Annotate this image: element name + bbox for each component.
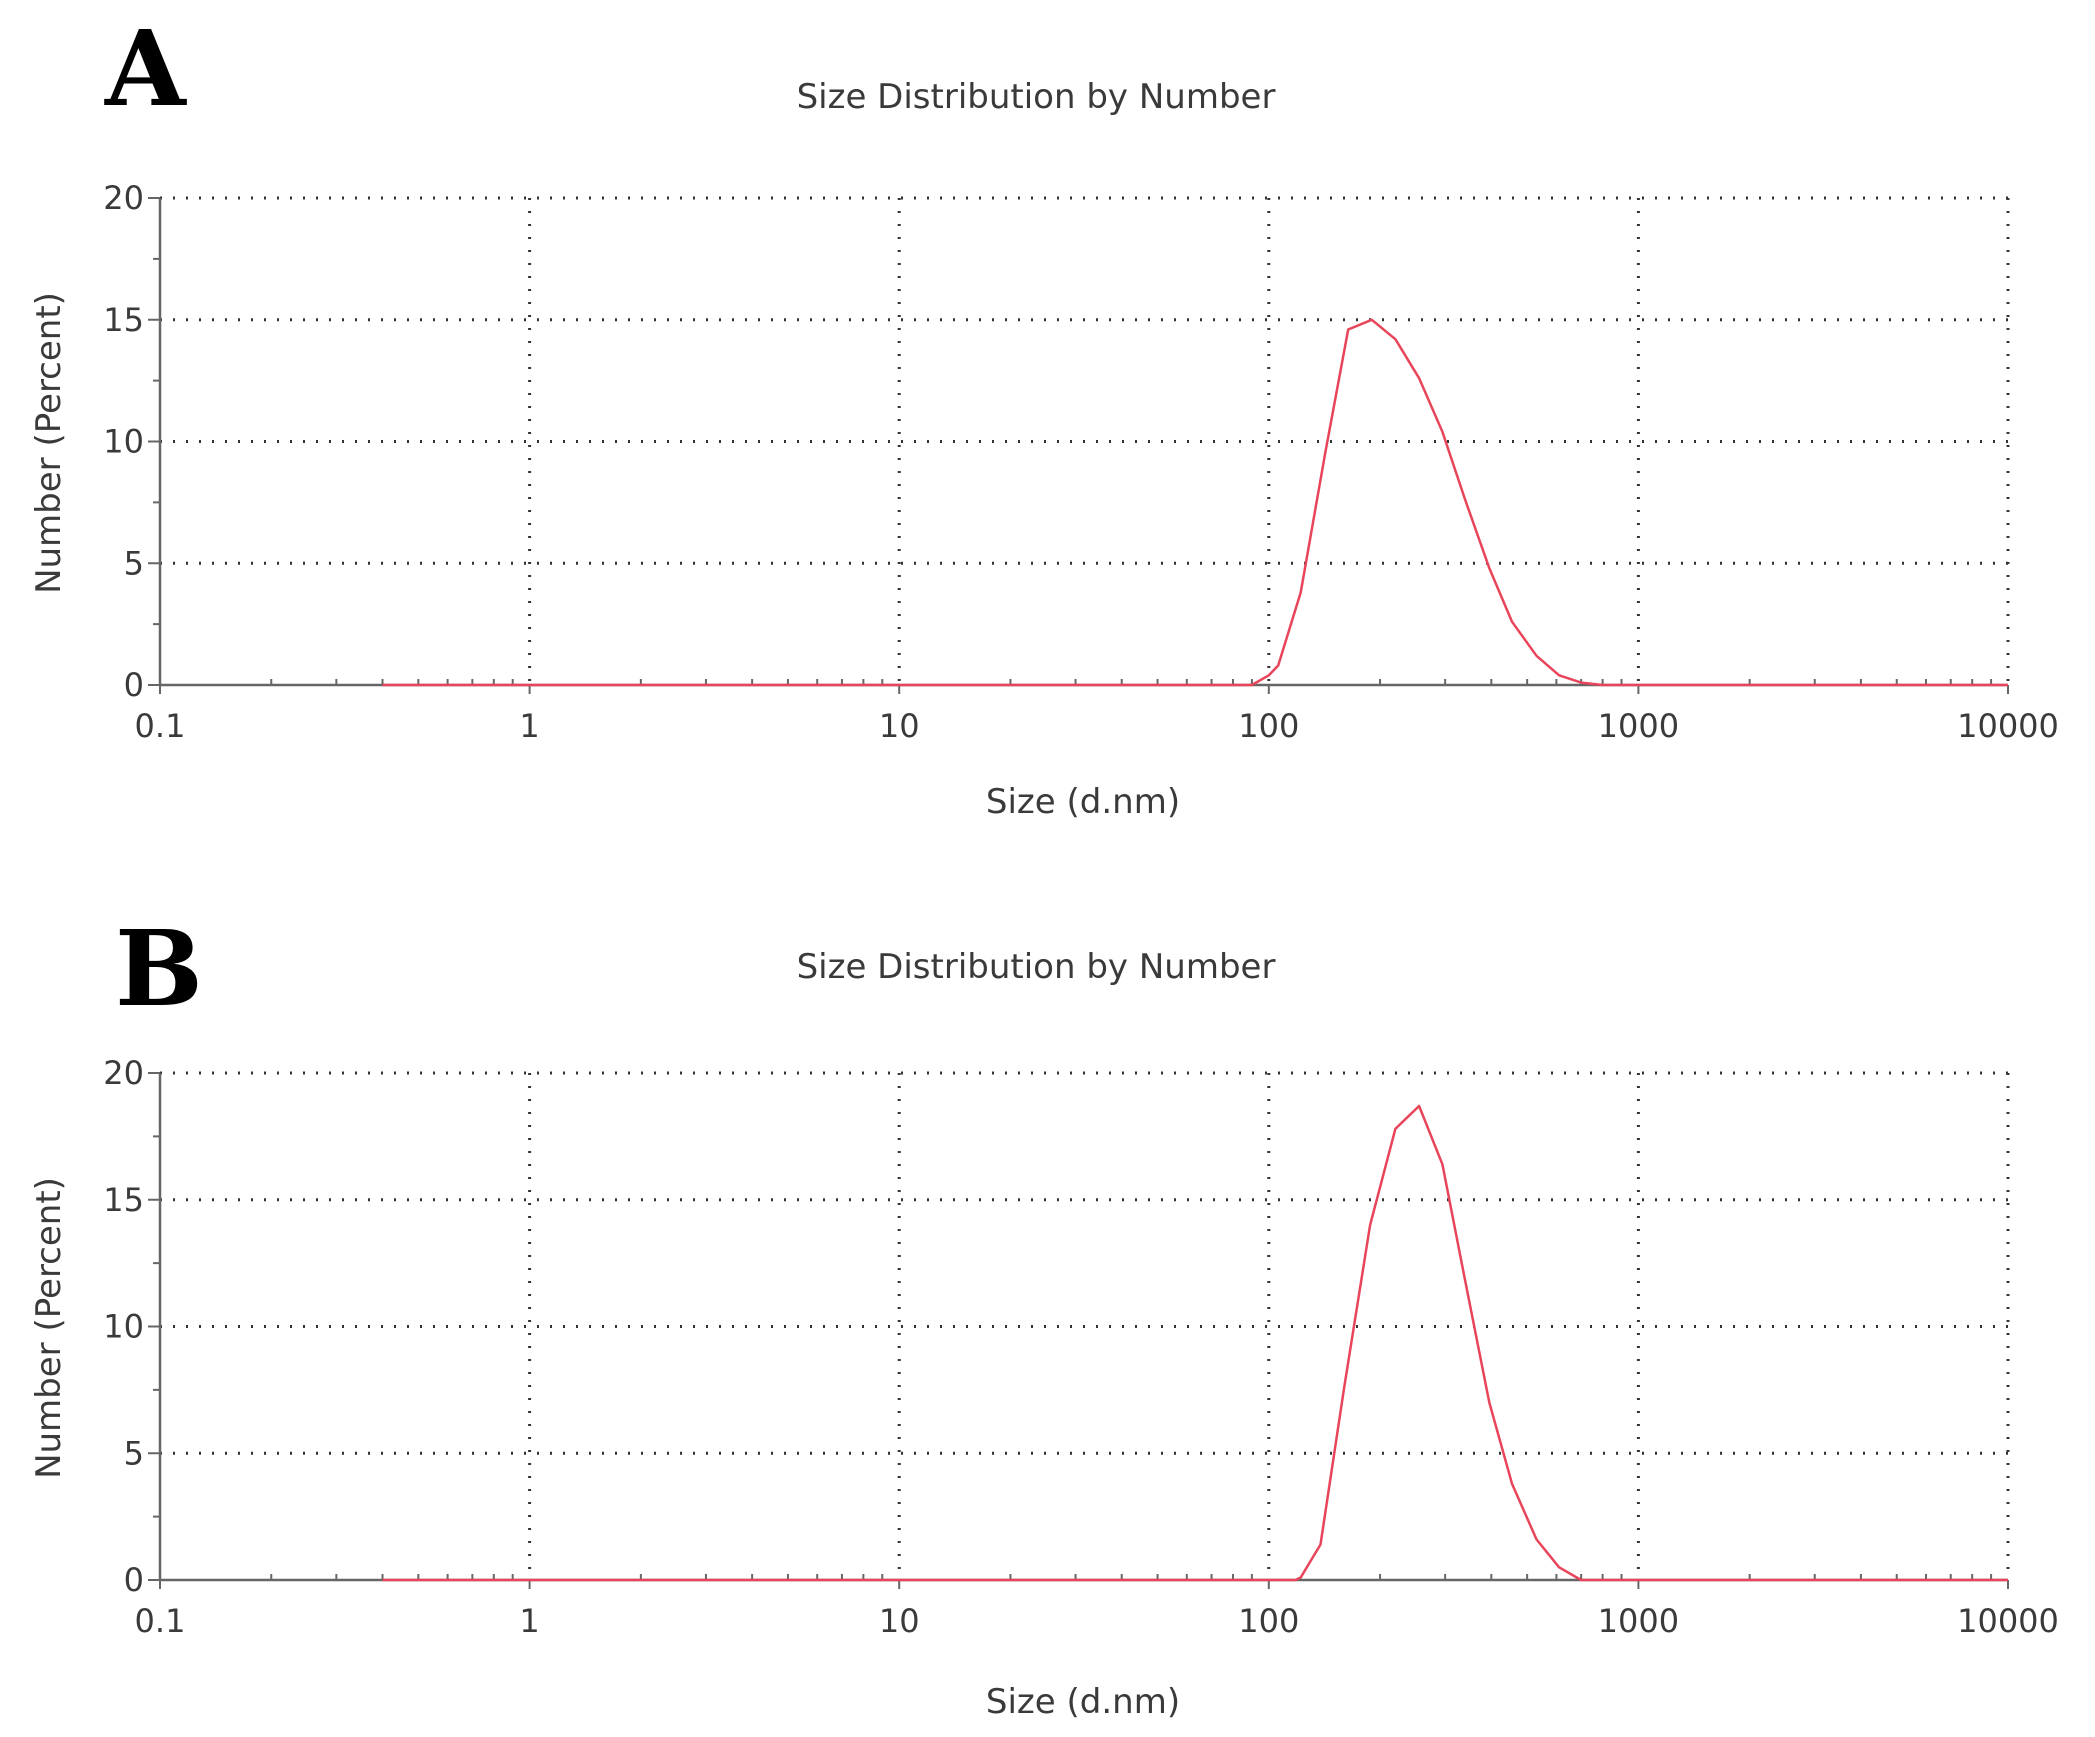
ticks-a: 0.1 1 10 100 1000 10000 0 5 10 15 20 <box>103 179 2059 745</box>
x-tick-label-b-0: 0.1 <box>135 1602 186 1640</box>
x-tick-label-a-5: 10000 <box>1957 707 2059 745</box>
ticks-b: 0.1 1 10 100 1000 10000 0 5 10 15 20 <box>103 1054 2059 1640</box>
x-axis-label-a: Size (d.nm) <box>986 782 1180 822</box>
series-line-b-0 <box>382 1104 2008 1582</box>
y-tick-label-b-4: 20 <box>103 1054 144 1092</box>
y-tick-label-a-0: 0 <box>124 666 144 704</box>
chart-title-b: Size Distribution by Number <box>797 947 1276 987</box>
y-tick-label-b-1: 5 <box>124 1434 144 1472</box>
y-tick-label-a-1: 5 <box>124 544 144 582</box>
x-tick-label-b-2: 10 <box>879 1602 920 1640</box>
chart-panel-a: A Size Distribution by Number Number (Pe… <box>29 7 2059 822</box>
x-tick-label-a-4: 1000 <box>1598 707 1679 745</box>
panel-label-b: B <box>115 907 203 1030</box>
y-axis-label-b: Number (Percent) <box>29 1177 69 1479</box>
series-line-a-0 <box>382 318 2008 687</box>
x-tick-label-a-2: 10 <box>879 707 920 745</box>
x-tick-label-a-1: 1 <box>519 707 539 745</box>
y-tick-label-b-3: 15 <box>103 1181 144 1219</box>
series-layer-b <box>382 1104 2008 1582</box>
y-axis-label-a: Number (Percent) <box>29 292 69 594</box>
chart-panel-b: B Size Distribution by Number Number (Pe… <box>29 907 2059 1722</box>
chart-title-a: Size Distribution by Number <box>797 77 1276 117</box>
y-tick-label-b-2: 10 <box>103 1308 144 1346</box>
y-tick-label-b-0: 0 <box>124 1561 144 1599</box>
x-tick-label-a-3: 100 <box>1238 707 1299 745</box>
grid-b <box>160 1071 2010 1580</box>
x-tick-label-b-5: 10000 <box>1957 1602 2059 1640</box>
x-tick-label-b-1: 1 <box>519 1602 539 1640</box>
x-tick-label-a-0: 0.1 <box>135 707 186 745</box>
x-tick-label-b-3: 100 <box>1238 1602 1299 1640</box>
y-tick-label-a-2: 10 <box>103 423 144 461</box>
x-axis-label-b: Size (d.nm) <box>986 1682 1180 1722</box>
y-tick-label-a-4: 20 <box>103 179 144 217</box>
series-layer-a <box>382 318 2008 687</box>
x-tick-label-b-4: 1000 <box>1598 1602 1679 1640</box>
panel-label-a: A <box>104 7 187 130</box>
y-tick-label-a-3: 15 <box>103 301 144 339</box>
grid-a <box>160 196 2010 685</box>
